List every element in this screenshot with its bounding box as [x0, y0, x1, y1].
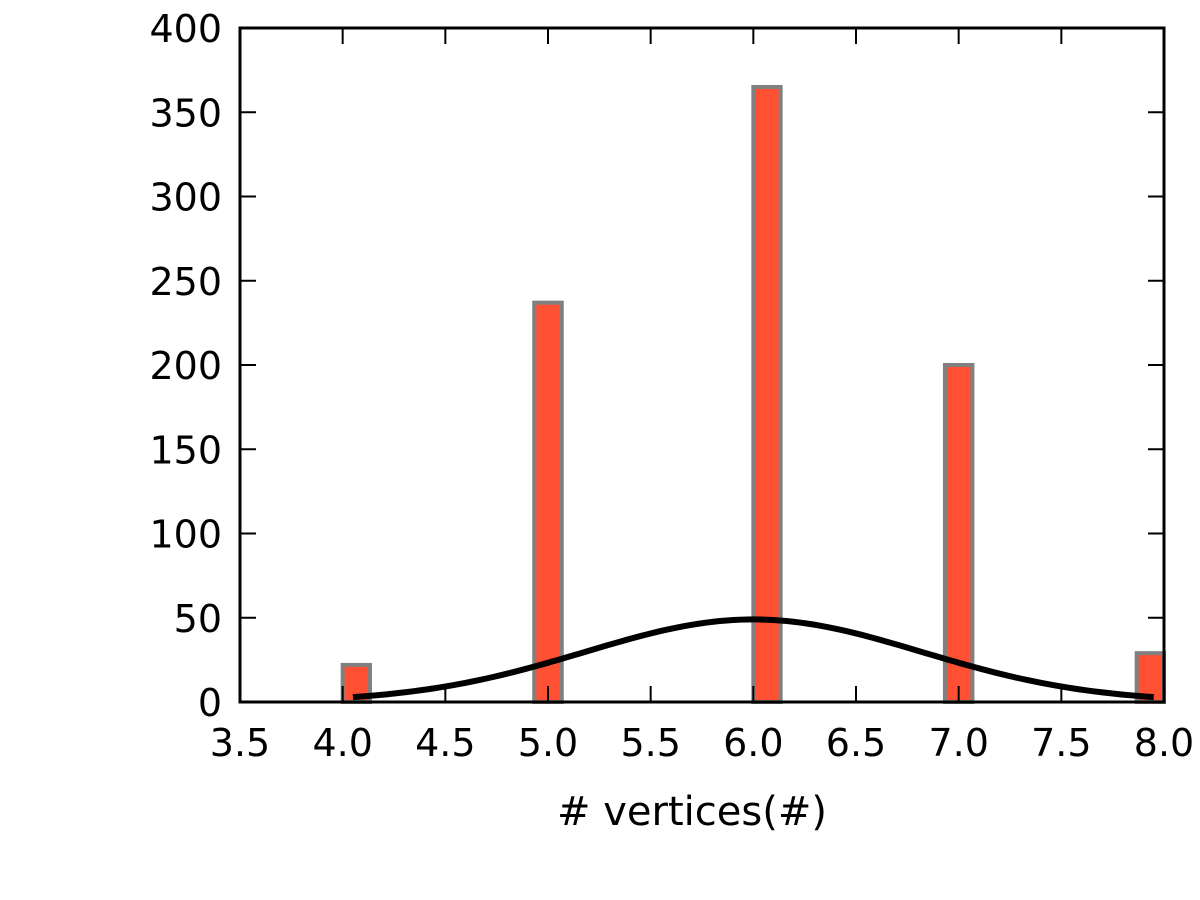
- x-tick-label-1: 4.0: [312, 721, 372, 765]
- y-tick-label-6: 300: [149, 176, 222, 220]
- y-tick-label-3: 150: [149, 428, 222, 472]
- x-tick-label-9: 8.0: [1134, 721, 1194, 765]
- x-tick-label-6: 6.5: [826, 721, 886, 765]
- y-tick-label-0: 0: [198, 681, 222, 725]
- ticks-group: [239, 27, 1165, 703]
- y-tick-label-7: 350: [149, 91, 222, 135]
- y-tick-labels: 0 50 100 150 200 250 300 350 400: [149, 7, 222, 725]
- x-tick-label-4: 5.5: [620, 721, 680, 765]
- bars-group: [340, 84, 1167, 705]
- plot-frame: [238, 26, 1166, 704]
- y-tick-label-5: 250: [149, 260, 222, 304]
- x-tick-labels: 3.5 4.0 4.5 5.0 5.5 6.0 6.5 7.0 7.5 8.0: [210, 721, 1194, 765]
- fit-curve-line: [352, 616, 1154, 701]
- x-tick-label-0: 3.5: [210, 721, 270, 765]
- y-tick-label-1: 50: [174, 597, 222, 641]
- x-tick-label-2: 4.5: [415, 721, 475, 765]
- y-tick-label-4: 200: [149, 344, 222, 388]
- x-tick-label-7: 7.0: [928, 721, 988, 765]
- x-tick-label-5: 6.0: [723, 721, 783, 765]
- x-axis-label: # vertices(#): [557, 789, 827, 835]
- fit-curve-group: [352, 616, 1154, 701]
- y-tick-label-8: 400: [149, 7, 222, 51]
- bar-3: [942, 363, 975, 704]
- bar-2: [751, 84, 783, 705]
- x-tick-label-3: 5.0: [518, 721, 578, 765]
- bar-1: [532, 300, 564, 704]
- x-tick-label-8: 7.5: [1031, 721, 1091, 765]
- y-tick-label-2: 100: [149, 513, 222, 557]
